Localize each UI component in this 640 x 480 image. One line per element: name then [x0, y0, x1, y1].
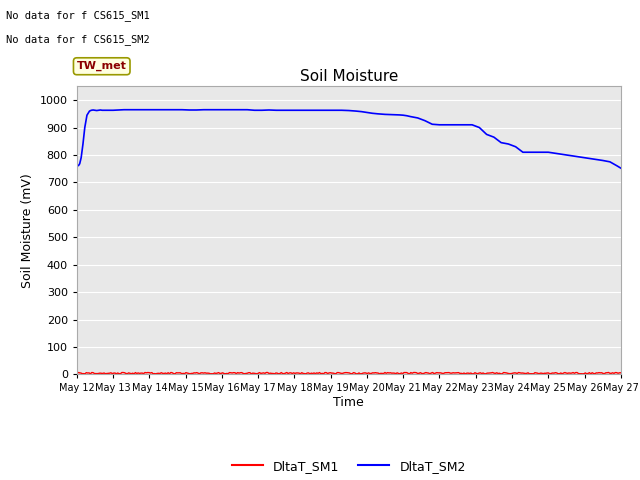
Line: DltaT_SM1: DltaT_SM1	[77, 372, 621, 374]
X-axis label: Time: Time	[333, 396, 364, 409]
DltaT_SM1	[250, 371, 258, 376]
DltaT_SM1	[617, 370, 625, 376]
DltaT_SM2	[617, 165, 625, 171]
Text: No data for f CS615_SM2: No data for f CS615_SM2	[6, 34, 150, 45]
Legend: DltaT_SM1, DltaT_SM2: DltaT_SM1, DltaT_SM2	[227, 455, 471, 478]
Y-axis label: Soil Moisture (mV): Soil Moisture (mV)	[21, 173, 34, 288]
DltaT_SM1	[73, 371, 81, 376]
DltaT_SM1	[138, 370, 146, 376]
Title: Soil Moisture: Soil Moisture	[300, 69, 398, 84]
DltaT_SM1	[467, 370, 475, 376]
Text: TW_met: TW_met	[77, 61, 127, 72]
DltaT_SM2	[73, 163, 81, 169]
Text: No data for f CS615_SM1: No data for f CS615_SM1	[6, 10, 150, 21]
DltaT_SM2	[316, 108, 324, 113]
DltaT_SM2	[461, 122, 468, 128]
DltaT_SM2	[120, 107, 128, 113]
DltaT_SM2	[403, 113, 411, 119]
Line: DltaT_SM2: DltaT_SM2	[77, 110, 621, 168]
DltaT_SM1	[356, 371, 364, 377]
DltaT_SM1	[417, 370, 424, 375]
DltaT_SM1	[605, 370, 612, 375]
DltaT_SM2	[164, 107, 172, 113]
DltaT_SM2	[83, 112, 91, 118]
DltaT_SM2	[492, 136, 500, 142]
DltaT_SM1	[470, 371, 477, 377]
DltaT_SM1	[289, 371, 296, 376]
